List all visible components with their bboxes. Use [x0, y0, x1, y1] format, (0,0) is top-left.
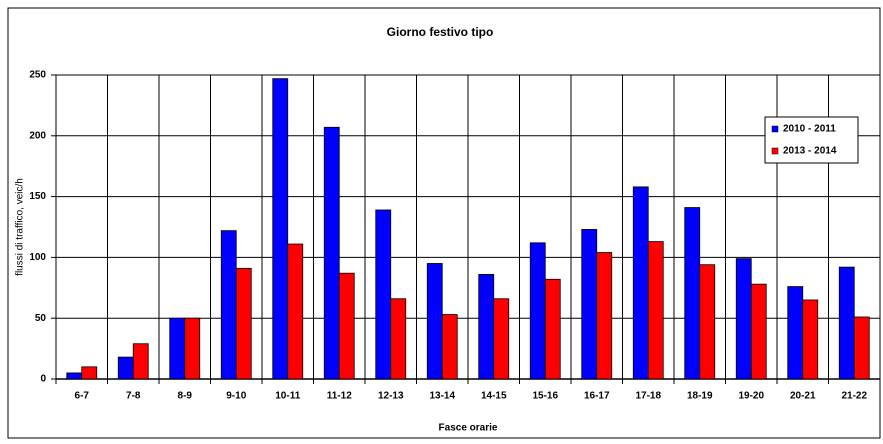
x-tick-label: 12-13: [378, 391, 404, 402]
bar: [287, 243, 304, 380]
bar: [323, 126, 340, 380]
bar: [81, 366, 98, 380]
x-tick-label: 14-15: [481, 391, 507, 402]
bar: [544, 278, 561, 380]
x-tick-label: 7-8: [126, 391, 141, 402]
y-tick-label: 150: [29, 191, 46, 202]
x-tick-label: 9-10: [226, 391, 246, 402]
x-tick-label: 21-22: [841, 391, 867, 402]
y-tick-label: 200: [29, 130, 46, 141]
x-tick-label: 15-16: [532, 391, 558, 402]
x-tick-label: 13-14: [429, 391, 455, 402]
chart-title: Giorno festivo tipo: [387, 25, 494, 39]
bar: [699, 264, 716, 380]
legend-box: [764, 116, 859, 164]
bar: [375, 209, 392, 380]
legend-label: 2013 - 2014: [783, 146, 837, 157]
bar: [338, 272, 355, 380]
bar: [632, 186, 649, 380]
bar: [787, 286, 804, 380]
x-axis-title: Fasce orarie: [439, 423, 498, 434]
bar: [581, 229, 598, 380]
legend-swatch: [771, 125, 779, 133]
bar: [235, 267, 252, 380]
bar: [117, 356, 134, 380]
y-tick-label: 50: [35, 313, 47, 324]
y-axis-title: flussi di traffico, veic/h: [15, 178, 26, 276]
bar: [478, 274, 495, 380]
bar: [684, 207, 701, 380]
x-tick-label: 10-11: [275, 391, 300, 402]
bar: [493, 298, 510, 380]
bar: [735, 258, 752, 380]
legend-swatch: [771, 147, 779, 155]
bar: [838, 266, 855, 380]
bar: [220, 230, 237, 380]
x-tick-label: 11-12: [327, 391, 352, 402]
x-tick-label: 16-17: [584, 391, 610, 402]
bar: [132, 343, 149, 380]
y-tick-label: 0: [40, 374, 46, 385]
legend-label: 2010 - 2011: [783, 124, 836, 135]
x-tick-label: 6-7: [75, 391, 90, 402]
bar: [853, 316, 870, 380]
bar: [647, 241, 664, 380]
x-tick-label: 18-19: [687, 391, 713, 402]
bar: [184, 317, 201, 380]
x-tick-label: 8-9: [178, 391, 193, 402]
y-tick-label: 250: [29, 70, 46, 81]
bar: [596, 252, 613, 380]
bar: [390, 298, 407, 380]
x-tick-label: 19-20: [738, 391, 764, 402]
x-tick-label: 20-21: [790, 391, 816, 402]
bar: [802, 299, 819, 380]
bar: [750, 283, 767, 380]
bar: [441, 314, 458, 380]
bar: [426, 263, 443, 380]
bar: [66, 372, 83, 380]
bar: [169, 317, 186, 380]
bar: [272, 78, 289, 380]
bar: [529, 242, 546, 380]
y-tick-label: 100: [29, 252, 46, 263]
x-tick-label: 17-18: [635, 391, 661, 402]
